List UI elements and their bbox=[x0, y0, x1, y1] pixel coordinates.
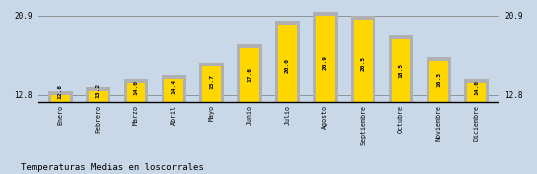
Bar bbox=[127, 83, 146, 102]
Text: 15.7: 15.7 bbox=[209, 74, 214, 89]
Text: 20.9: 20.9 bbox=[323, 55, 328, 70]
Bar bbox=[199, 63, 224, 102]
Text: 13.2: 13.2 bbox=[96, 83, 100, 98]
Bar bbox=[278, 25, 297, 102]
Bar bbox=[465, 79, 489, 102]
Bar bbox=[48, 91, 72, 102]
Bar bbox=[430, 61, 448, 102]
Bar bbox=[237, 44, 262, 102]
Text: 20.0: 20.0 bbox=[285, 58, 290, 73]
Text: 14.0: 14.0 bbox=[474, 80, 479, 95]
Bar bbox=[389, 35, 413, 102]
Bar bbox=[313, 12, 338, 102]
Bar bbox=[467, 83, 486, 102]
Bar bbox=[426, 57, 451, 102]
Text: 17.6: 17.6 bbox=[247, 67, 252, 82]
Text: 18.5: 18.5 bbox=[398, 64, 403, 78]
Text: 20.5: 20.5 bbox=[361, 56, 366, 71]
Bar bbox=[164, 79, 183, 102]
Bar bbox=[202, 66, 221, 102]
Bar bbox=[124, 79, 148, 102]
Text: 14.0: 14.0 bbox=[134, 80, 139, 95]
Text: 16.3: 16.3 bbox=[437, 72, 441, 87]
Text: Temperaturas Medias en loscorrales: Temperaturas Medias en loscorrales bbox=[21, 163, 204, 172]
Bar bbox=[275, 21, 300, 102]
Bar bbox=[351, 16, 375, 102]
Bar bbox=[354, 20, 373, 102]
Bar bbox=[240, 48, 259, 102]
Text: 14.4: 14.4 bbox=[171, 79, 176, 94]
Bar bbox=[89, 91, 107, 102]
Bar bbox=[51, 95, 70, 102]
Bar bbox=[162, 75, 186, 102]
Bar bbox=[391, 39, 410, 102]
Bar bbox=[86, 87, 111, 102]
Bar bbox=[316, 16, 335, 102]
Text: 12.8: 12.8 bbox=[58, 85, 63, 100]
